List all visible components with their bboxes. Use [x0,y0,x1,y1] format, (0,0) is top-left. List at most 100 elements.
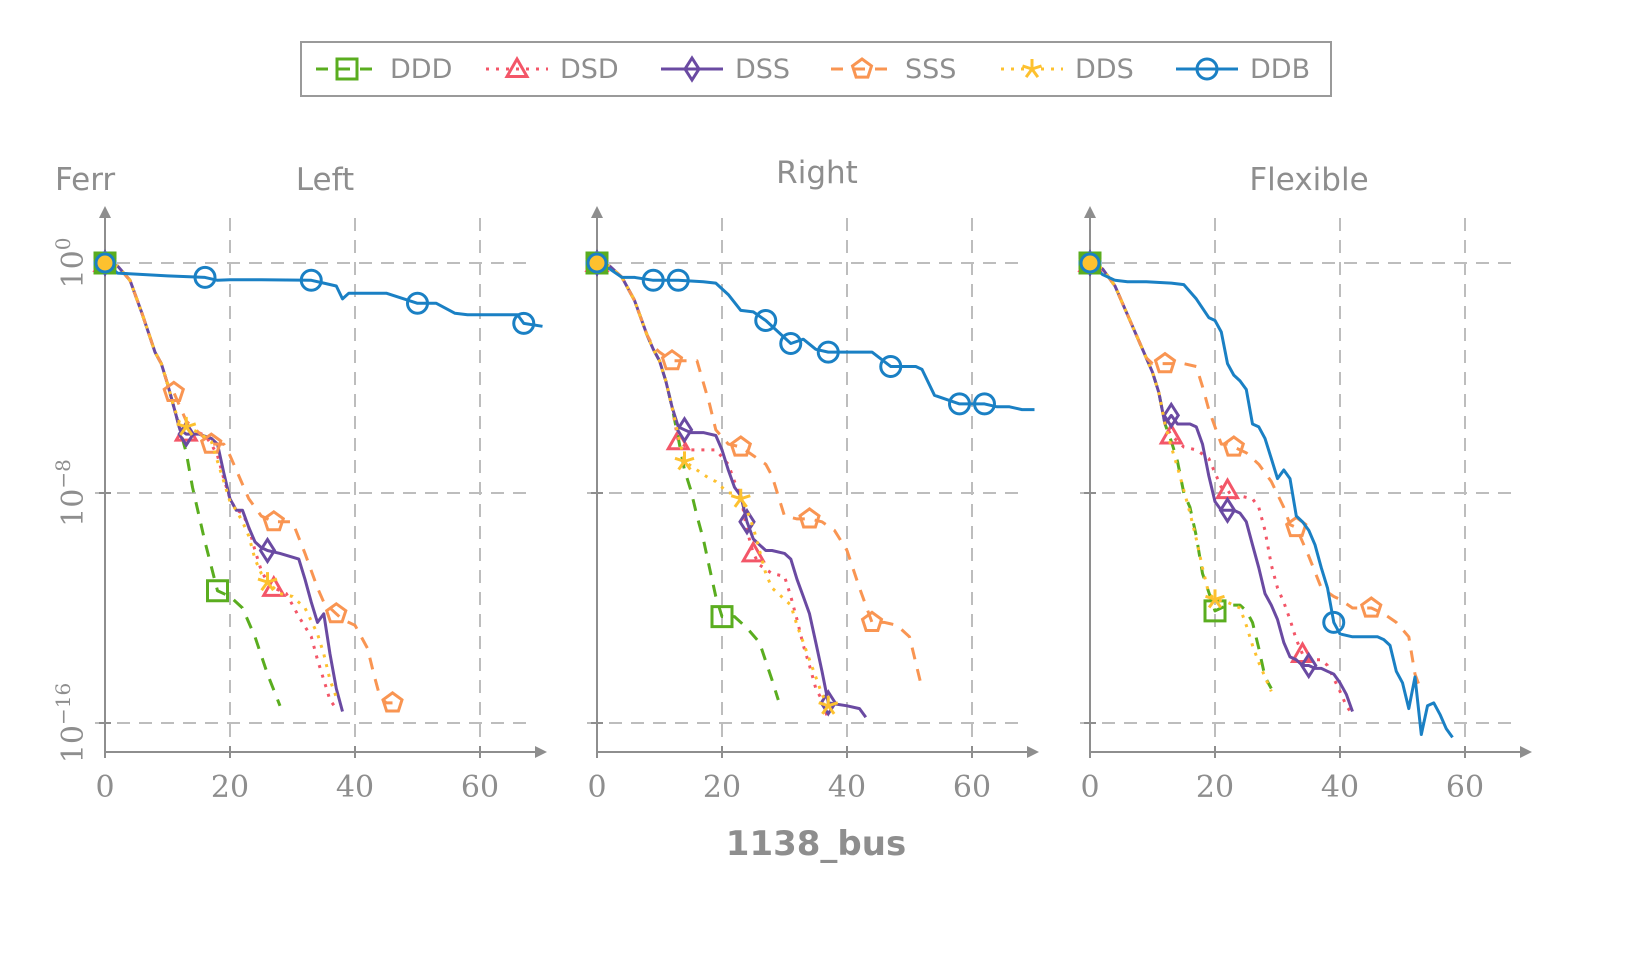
series-ddb [93,251,543,335]
data-point-sss [729,435,753,457]
diamond-marker-icon [683,55,701,83]
data-point-sss [324,601,348,624]
legend-item-dsd: DSD [482,43,619,95]
data-point-sss [162,380,186,402]
data-point-sss [860,610,884,632]
legend-item-dds: DDS [997,43,1134,95]
data-point-ddb [754,309,778,332]
series-line-dds [104,261,338,698]
data-point-sss [660,348,684,371]
legend-swatch-dsd [486,55,548,78]
legend-label: SSS [905,53,957,85]
series-line-sss [104,261,393,705]
data-point-dss [1299,651,1318,680]
data-point-ddb [406,291,429,315]
data-point-ddb [512,311,536,335]
series-ddd [585,251,780,701]
origin-circle-marker [94,252,116,274]
data-point-sss [1222,435,1246,457]
data-point-sss [1153,351,1177,374]
legend-item-ddb: DDB [1172,43,1310,95]
y-axis-arrow-icon [1084,206,1096,218]
series-line-dsd [596,261,830,721]
series-line-dds [596,261,830,707]
data-point-sss [199,432,223,454]
data-point-dsd [740,540,766,563]
data-point-ddb [193,265,217,289]
legend-swatch-dss [661,55,723,83]
data-point-dss [1162,401,1181,430]
data-point-ddb [973,392,996,416]
series-dsd [584,249,830,721]
x-tick-label: 40 [828,770,866,805]
data-point-sss [1359,596,1383,618]
x-tick-label: 0 [587,770,606,805]
data-point-dds [674,451,695,471]
legend-label: DDB [1250,53,1311,85]
legend-item-dss: DSS [657,43,790,95]
triangle-marker-icon [504,55,530,78]
data-point-dds [176,416,197,436]
data-point-dss [675,415,694,444]
x-tick-label: 60 [953,770,991,805]
x-tick-label: 40 [1321,770,1359,805]
star-marker-icon [1022,59,1042,78]
data-point-dss [819,689,838,717]
x-axis-arrow-icon [1520,746,1532,758]
data-point-sss [798,507,821,529]
legend-swatch-sss [831,57,893,79]
x-tick-label: 20 [703,770,741,805]
data-point-dss [738,507,756,536]
panel-flexible: 0 20 40 60 Flexible [1077,162,1532,805]
data-point-dsd [1289,640,1316,663]
legend-label: DSS [735,53,791,85]
panel-right: 0 20 40 60 Right [584,155,1039,805]
data-point-dds [818,695,839,715]
origin-circle-marker [1079,252,1101,274]
y-axis-label: Ferr [55,162,115,198]
legend: DDD DSD DSS SSS DDS DDB [300,41,1332,97]
data-point-dsd [261,574,287,597]
series-sss [1078,251,1423,692]
series-line-dsd [104,261,338,710]
data-point-ddb [299,268,323,292]
series-line-sss [1089,261,1423,692]
series-ddd [1078,251,1273,690]
legend-item-ddd: DDD [312,43,452,95]
pentagon-marker-icon [850,57,874,79]
data-point-sss [262,509,286,532]
series-dds [587,253,839,715]
panel-left: 0 20 40 60 100 10−8 10−16 Left [51,162,547,805]
y-tick-label: 100 [51,238,91,289]
series-ddd [93,251,282,707]
y-tick-label: 10−16 [51,683,91,763]
legend-swatch-ddd [316,57,378,81]
series-line-ddd [596,261,780,701]
legend-label: DDS [1075,53,1134,85]
legend-label: DDD [390,53,453,85]
panel-title: Flexible [1249,162,1368,198]
y-axis-arrow-icon [99,206,111,218]
data-point-dss [1218,496,1237,525]
x-tick-label: 20 [211,770,249,805]
data-point-ddd [206,579,229,603]
series-line-sss [596,261,924,689]
series-ddb [1078,251,1454,739]
x-axis-arrow-icon [1027,746,1039,758]
x-tick-label: 20 [1196,770,1234,805]
series-line-dss [104,261,344,712]
data-point-ddb [779,332,803,355]
origin-circle-marker [586,252,608,274]
data-point-ddb [879,355,903,378]
series-dss [588,249,868,719]
data-point-ddb [641,268,665,292]
data-point-dsd [1214,477,1241,500]
series-sss [93,251,404,713]
data-point-dds [257,572,278,592]
data-point-ddb [816,340,840,364]
series-dsd [92,249,338,710]
series-dds [1080,253,1273,693]
legend-swatch-dds [1001,59,1063,78]
data-point-ddb [948,392,971,416]
